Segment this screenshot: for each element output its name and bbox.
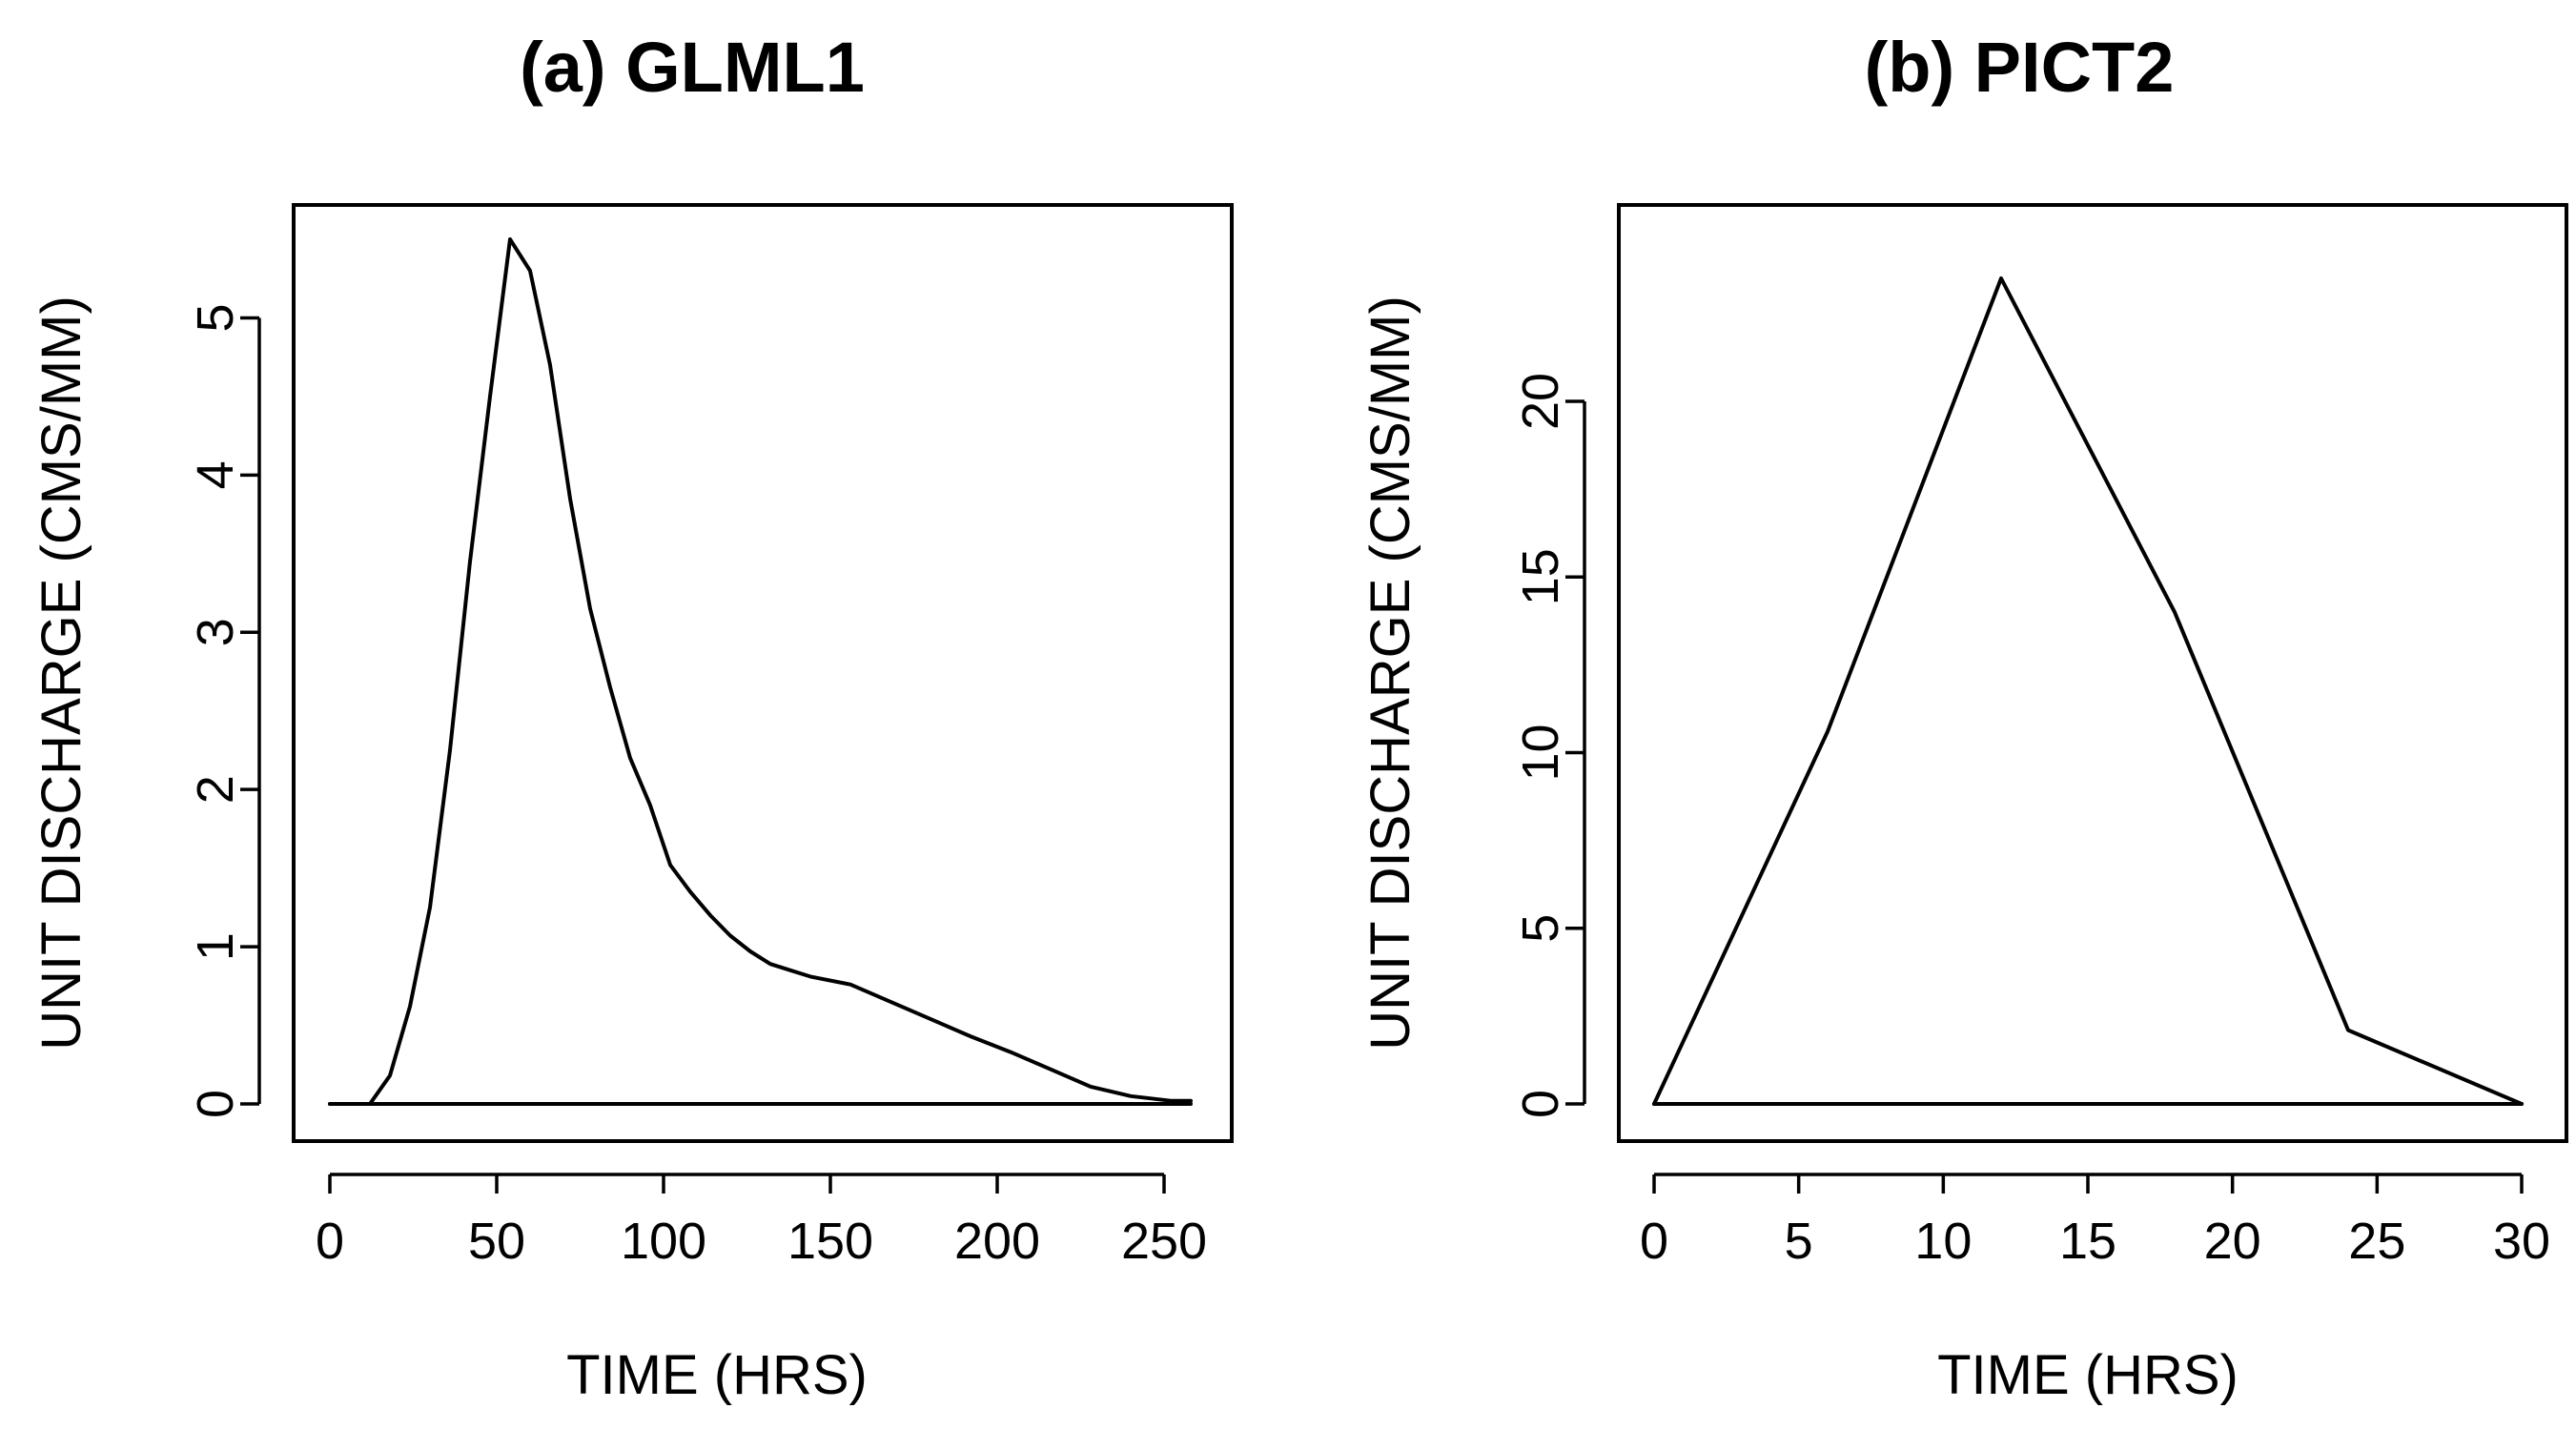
- plot-frame: [292, 203, 1234, 1143]
- panel-b-pict2: (b) PICT2 UNIT DISCHARGE (CMS/MM) TIME (…: [1360, 28, 2568, 1406]
- y-tick-label: 3: [187, 618, 244, 646]
- y-tick-label: 5: [1512, 914, 1569, 943]
- x-tick-label: 20: [2204, 1213, 2261, 1270]
- x-tick-label: 10: [1914, 1213, 1972, 1270]
- x-axis: 0 5 10 15 20 25 30: [1640, 1173, 2550, 1270]
- hydrograph-line: [1652, 276, 2524, 1106]
- plot-frame: [1617, 203, 2568, 1143]
- x-tick-label: 5: [1785, 1213, 1813, 1270]
- x-axis-label: TIME (HRS): [1937, 1344, 2239, 1406]
- hydrograph-line: [328, 237, 1193, 1106]
- y-tick-label: 0: [187, 1090, 244, 1118]
- y-tick-label: 15: [1512, 548, 1569, 605]
- x-axis-label: TIME (HRS): [566, 1344, 868, 1406]
- x-tick-label: 50: [468, 1213, 525, 1270]
- y-axis-label: UNIT DISCHARGE (CMS/MM): [1360, 296, 1421, 1051]
- y-tick-label: 20: [1512, 373, 1569, 430]
- x-tick-label: 15: [2059, 1213, 2116, 1270]
- chart-title: (b) PICT2: [1865, 28, 2175, 107]
- x-tick-label: 25: [2348, 1213, 2405, 1270]
- series-group: [1652, 276, 2524, 1106]
- series-group: [328, 237, 1193, 1106]
- panel-a-glml1: (a) GLML1 UNIT DISCHARGE (CMS/MM) TIME (…: [31, 28, 1234, 1406]
- y-axis: 0 5 10 15 20: [1512, 373, 1586, 1118]
- x-tick-label: 30: [2493, 1213, 2550, 1270]
- y-tick-label: 0: [1512, 1090, 1569, 1118]
- x-tick-label: 100: [621, 1213, 706, 1270]
- x-axis: 0 50 100 150 200 250: [316, 1173, 1207, 1270]
- y-tick-label: 5: [187, 303, 244, 332]
- y-axis-label: UNIT DISCHARGE (CMS/MM): [31, 296, 92, 1051]
- x-tick-label: 250: [1121, 1213, 1207, 1270]
- y-tick-label: 10: [1512, 724, 1569, 781]
- y-tick-label: 1: [187, 932, 244, 961]
- y-tick-label: 2: [187, 775, 244, 804]
- x-tick-label: 200: [954, 1213, 1040, 1270]
- y-tick-label: 4: [187, 460, 244, 489]
- x-tick-label: 0: [1640, 1213, 1668, 1270]
- x-tick-label: 0: [316, 1213, 344, 1270]
- y-axis: 0 1 2 3 4 5: [187, 303, 261, 1118]
- chart-title: (a) GLML1: [520, 28, 865, 107]
- x-tick-label: 150: [787, 1213, 873, 1270]
